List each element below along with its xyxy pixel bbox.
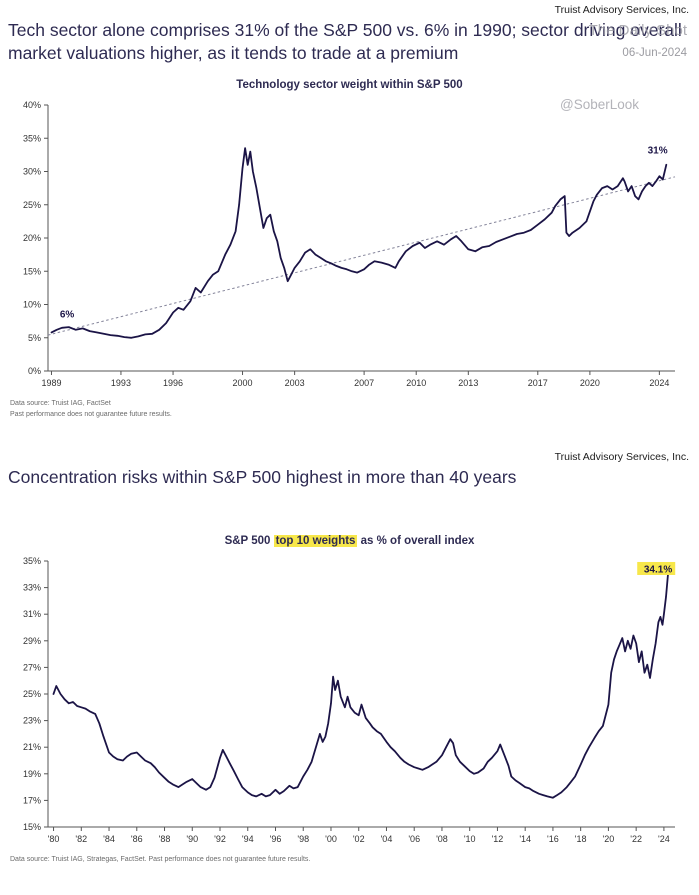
svg-text:0%: 0%: [28, 366, 41, 376]
chart1-area: Technology sector weight within S&P 500 …: [8, 79, 691, 422]
svg-text:'06: '06: [408, 834, 420, 844]
svg-text:1993: 1993: [111, 378, 131, 388]
svg-text:29%: 29%: [23, 636, 41, 646]
svg-text:34.1%: 34.1%: [644, 565, 672, 576]
chart1-disclaimer: Past performance does not guarantee futu…: [10, 411, 172, 419]
section-concentration: Truist Advisory Services, Inc. Concentra…: [0, 447, 699, 866]
svg-text:19%: 19%: [23, 769, 41, 779]
svg-text:30%: 30%: [23, 166, 41, 176]
svg-text:2003: 2003: [285, 378, 305, 388]
svg-text:10%: 10%: [23, 299, 41, 309]
chart2-title-highlight: top 10 weights: [273, 535, 358, 548]
svg-text:2017: 2017: [528, 378, 548, 388]
svg-text:'20: '20: [603, 834, 615, 844]
svg-text:2007: 2007: [354, 378, 374, 388]
svg-text:15%: 15%: [23, 266, 41, 276]
chart2-title-post: as % of overall index: [357, 535, 475, 548]
svg-text:'02: '02: [353, 834, 365, 844]
svg-text:'82: '82: [75, 834, 87, 844]
svg-text:40%: 40%: [23, 100, 41, 110]
svg-text:2013: 2013: [458, 378, 478, 388]
svg-text:2020: 2020: [580, 378, 600, 388]
svg-text:6%: 6%: [60, 309, 75, 320]
svg-text:'84: '84: [103, 834, 115, 844]
svg-text:23%: 23%: [23, 716, 41, 726]
svg-text:'96: '96: [270, 834, 282, 844]
svg-text:25%: 25%: [23, 689, 41, 699]
chart1-source: Data source: Truist IAG, FactSet: [10, 399, 111, 407]
svg-text:'80: '80: [48, 834, 60, 844]
brand-text-2: Truist Advisory Services, Inc.: [554, 451, 689, 464]
svg-text:31%: 31%: [23, 609, 41, 619]
svg-text:'88: '88: [159, 834, 171, 844]
svg-text:'98: '98: [297, 834, 309, 844]
svg-text:'94: '94: [242, 834, 254, 844]
svg-text:27%: 27%: [23, 662, 41, 672]
svg-text:31%: 31%: [648, 145, 668, 156]
svg-text:25%: 25%: [23, 199, 41, 209]
svg-text:'92: '92: [214, 834, 226, 844]
headline-concentration: Concentration risks within S&P 500 highe…: [8, 467, 517, 488]
svg-text:'18: '18: [575, 834, 587, 844]
top10-weights-line-chart: 15% 17% 19% 21% 23% 25% 27% 29% 31% 33% 35% '80 '82 '…: [23, 556, 676, 844]
svg-text:'08: '08: [436, 834, 448, 844]
svg-text:1996: 1996: [163, 378, 183, 388]
svg-text:'10: '10: [464, 834, 476, 844]
svg-text:2000: 2000: [233, 378, 253, 388]
svg-text:21%: 21%: [23, 742, 41, 752]
svg-text:'12: '12: [492, 834, 504, 844]
svg-text:'04: '04: [381, 834, 393, 844]
svg-text:'22: '22: [630, 834, 642, 844]
brand-text-1: Truist Advisory Services, Inc.: [554, 4, 689, 16]
headline-tech-sector: Tech sector alone comprises 31% of the S…: [8, 20, 682, 63]
svg-text:'16: '16: [547, 834, 559, 844]
svg-text:35%: 35%: [23, 556, 41, 566]
soberlook-watermark: @SoberLook: [559, 96, 639, 112]
svg-text:5%: 5%: [28, 332, 41, 342]
svg-text:'24: '24: [658, 834, 670, 844]
svg-text:33%: 33%: [23, 583, 41, 593]
chart1-footnote: Data source: Truist IAG, FactSet Past pe…: [10, 398, 691, 422]
svg-text:20%: 20%: [23, 233, 41, 243]
svg-text:17%: 17%: [23, 795, 41, 805]
chart2-area: S&P 500 top 10 weights as % of overall i…: [8, 535, 691, 866]
tech-weight-line-chart: 0% 5% 10% 15% 20% 25% 30% 35% 40% 1989 1993 1996 200…: [23, 100, 676, 388]
svg-text:35%: 35%: [23, 133, 41, 143]
chart2-footnote: Data source: Truist IAG, Strategas, Fact…: [10, 856, 311, 864]
svg-text:2024: 2024: [649, 378, 669, 388]
svg-text:'00: '00: [325, 834, 337, 844]
svg-text:1989: 1989: [41, 378, 61, 388]
chart1-title: Technology sector weight within S&P 500: [236, 78, 463, 91]
section-tech-weight: Truist Advisory Services, Inc. The Daily…: [0, 0, 699, 421]
svg-text:'90: '90: [186, 834, 198, 844]
chart2-title-pre: S&P 500: [224, 535, 274, 548]
svg-text:2010: 2010: [406, 378, 426, 388]
chart2-title: S&P 500 top 10 weights as % of overall i…: [8, 535, 691, 548]
svg-text:'86: '86: [131, 834, 143, 844]
svg-text:'14: '14: [519, 834, 531, 844]
svg-text:15%: 15%: [23, 822, 41, 832]
